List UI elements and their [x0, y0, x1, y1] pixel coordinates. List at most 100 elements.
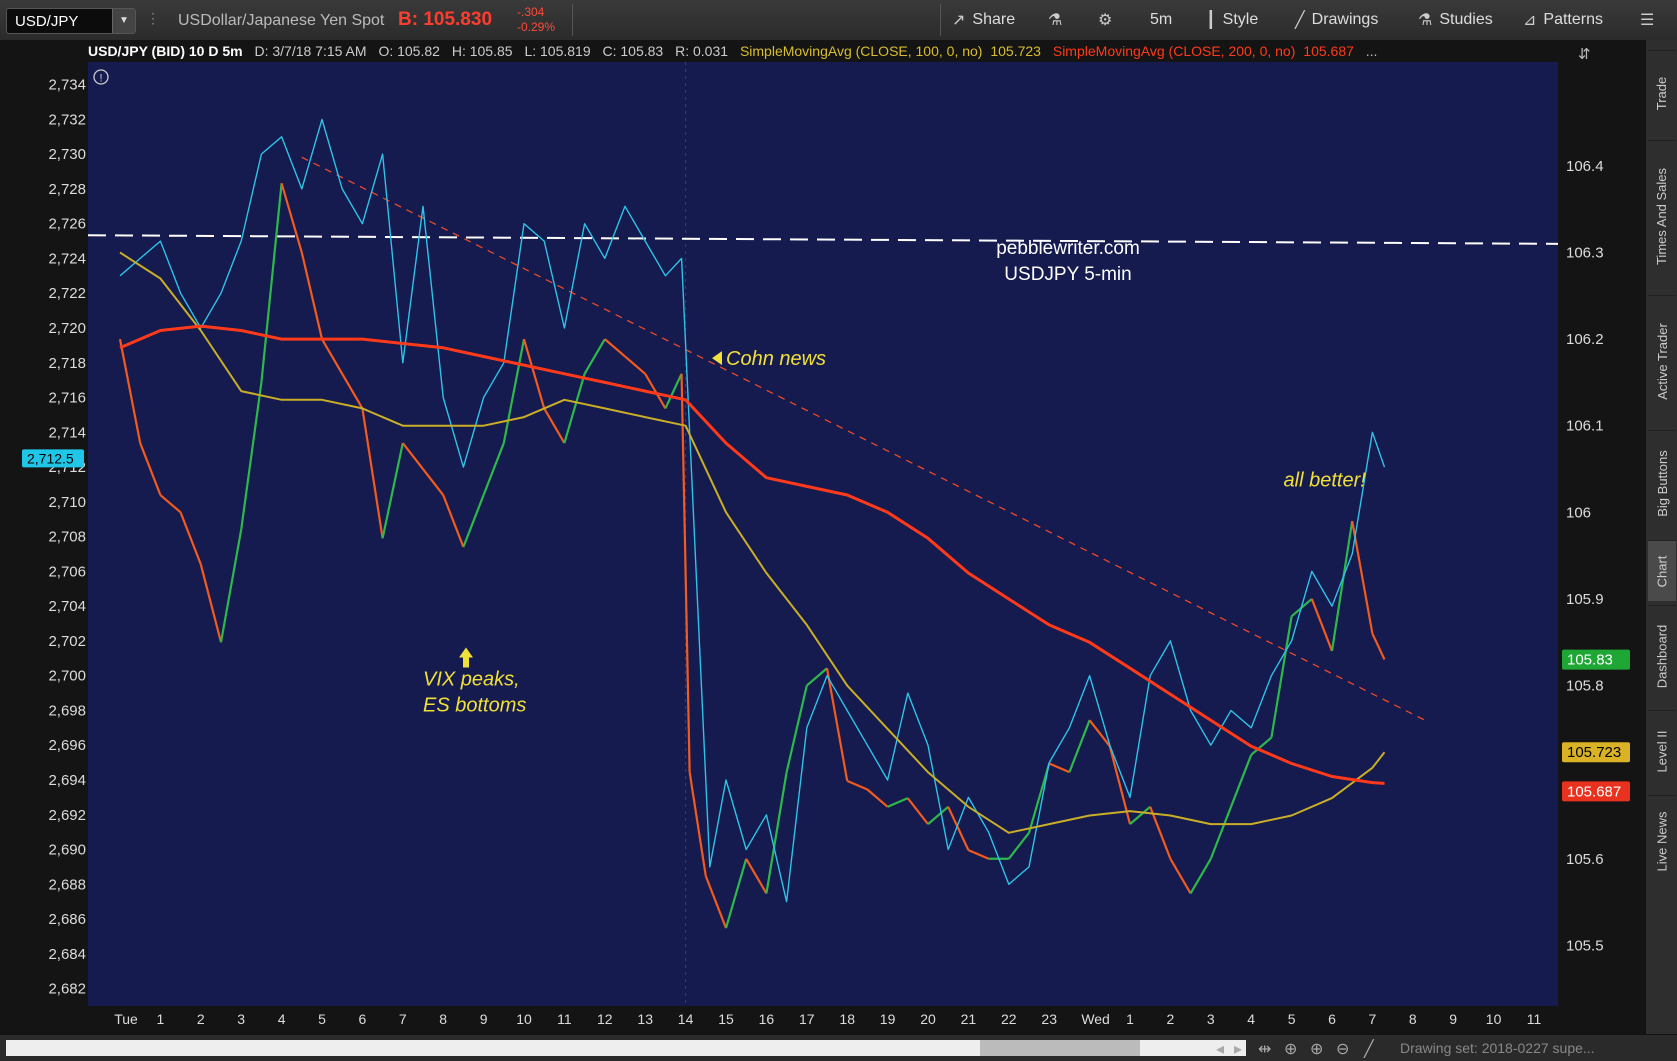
horizontal-scrollbar[interactable]	[6, 1040, 1246, 1056]
price-segment	[745, 858, 768, 894]
price-segment	[664, 373, 683, 409]
crosshair-icon[interactable]: ⊕	[1284, 1041, 1298, 1058]
price-segment	[1371, 633, 1386, 661]
right-sidebar: Trade Times And Sales Active Trader Big …	[1645, 40, 1677, 1040]
left-tick-label: 2,708	[48, 529, 86, 546]
price-segment	[563, 373, 586, 444]
x-tick-label: 8	[439, 1011, 447, 1027]
chart-title: USD/JPY (BID) 10 D 5m	[88, 43, 243, 59]
scrollbar-thumb[interactable]	[980, 1040, 1140, 1056]
left-tick-label: 2,720	[48, 320, 86, 337]
settings-button[interactable]: ⚙	[1098, 0, 1119, 40]
style-button[interactable]: ┃ Style	[1206, 0, 1258, 40]
alert-icon[interactable]	[93, 69, 109, 85]
left-tick-label: 2,706	[48, 563, 86, 580]
x-tick-label: 9	[1449, 1011, 1457, 1027]
drawings-button[interactable]: ╱ Drawings	[1295, 0, 1378, 40]
x-tick-label: 10	[1486, 1011, 1502, 1027]
symbol-selector[interactable]: USD/JPY ▼	[6, 8, 136, 34]
tab-big-buttons[interactable]: Big Buttons	[1648, 430, 1676, 536]
price-chart[interactable]: Tue 1 2 3 4 5 6 7 8 9 10 11 12 13 14 15 16 17 18 19 20 21 22 23…	[0, 40, 1645, 1034]
price-segment	[543, 407, 566, 444]
chart-header: USD/JPY (BID) 10 D 5m D: 3/7/18 7:15 AM …	[88, 40, 1385, 62]
sma100-line	[119, 251, 1386, 834]
drawing-set-label[interactable]: Drawing set: 2018-0227 supe...	[1400, 1040, 1595, 1056]
x-tick-label: 11	[1527, 1011, 1542, 1027]
price-segment	[688, 771, 707, 877]
price-segment	[381, 442, 404, 539]
menu-button[interactable]: ☰	[1640, 0, 1661, 40]
x-tick-label: 15	[718, 1011, 734, 1027]
more-studies[interactable]: ...	[1365, 43, 1378, 59]
style-label: Style	[1222, 11, 1259, 28]
price-segment	[1129, 805, 1151, 825]
price-segment	[1270, 616, 1293, 738]
price-segment	[1027, 763, 1051, 834]
scroll-right-icon[interactable]: ▸	[1234, 1041, 1243, 1058]
drawing-tool-icon[interactable]: ╱	[1364, 1041, 1374, 1058]
tab-live-news[interactable]: Live News	[1648, 795, 1676, 886]
bar-range: R: 0.031	[675, 43, 729, 59]
patterns-icon: ⊿	[1523, 12, 1537, 29]
bar-low: L: 105.819	[524, 43, 591, 59]
drawings-label: Drawings	[1311, 11, 1379, 28]
price-segment	[179, 511, 202, 565]
left-tick-label: 2,732	[48, 111, 86, 128]
patterns-button[interactable]: ⊿ Patterns	[1523, 0, 1603, 40]
tab-level-ii[interactable]: Level II	[1648, 710, 1676, 791]
price-segment	[1048, 762, 1070, 774]
expand-icon[interactable]: ⇵	[1578, 46, 1591, 63]
right-tick-label: 105.8	[1566, 678, 1604, 695]
price-segment	[644, 373, 667, 409]
drag-handle-icon[interactable]: ⋮	[146, 10, 160, 26]
zoom-out-icon[interactable]: ⊖	[1336, 1041, 1350, 1058]
price-segment	[906, 797, 929, 825]
scroll-left-icon[interactable]: ◂	[1216, 1041, 1225, 1058]
watermark-site: pebblewriter.com	[996, 238, 1140, 259]
trendline	[301, 156, 1426, 721]
price-segment	[159, 494, 182, 514]
price-segment	[680, 373, 691, 773]
price-segment	[1169, 858, 1192, 894]
x-tick-label: 5	[318, 1011, 326, 1027]
pan-icon[interactable]: ⇹	[1258, 1041, 1272, 1058]
x-tick-label: 22	[1001, 1011, 1017, 1027]
right-tick-label: 106.3	[1566, 245, 1604, 262]
right-tick-label: 106.2	[1566, 331, 1604, 348]
price-badge-text: 105.687	[1567, 783, 1621, 800]
price-change: -.304 -0.29%	[517, 5, 555, 35]
left-tick-label: 2,704	[48, 598, 86, 615]
symbol-text: USD/JPY	[15, 13, 79, 30]
right-tick-label: 105.5	[1566, 937, 1604, 954]
chevron-down-icon[interactable]: ▼	[112, 9, 135, 33]
price-segment	[341, 373, 364, 409]
price-segment	[401, 442, 424, 470]
tab-chart-label: Chart	[1654, 555, 1670, 587]
left-tick-label: 2,710	[48, 494, 86, 511]
flask-button[interactable]: ⚗	[1048, 0, 1069, 40]
bar-close: C: 105.83	[602, 43, 664, 59]
left-tick-label: 2,718	[48, 355, 86, 372]
flask-icon: ⚗	[1048, 12, 1063, 29]
x-tick-label: 10	[516, 1011, 532, 1027]
price-segment	[846, 779, 868, 791]
x-tick-label: 9	[480, 1011, 488, 1027]
tab-level-ii-label: Level II	[1654, 730, 1670, 772]
share-button[interactable]: ↗ Share	[952, 0, 1015, 40]
right-tick-label: 105.9	[1566, 591, 1604, 608]
price-segment	[1007, 832, 1030, 860]
x-tick-label: 16	[759, 1011, 775, 1027]
price-segment	[118, 338, 142, 444]
tab-times-and-sales[interactable]: Times And Sales	[1648, 140, 1676, 291]
tab-dashboard[interactable]: Dashboard	[1648, 605, 1676, 706]
zoom-in-icon[interactable]: ⊕	[1310, 1041, 1324, 1058]
price-badge-text: 105.83	[1567, 652, 1613, 669]
price-segment	[1189, 858, 1212, 894]
annotation-text: Cohn news	[726, 348, 826, 370]
tab-active-trader[interactable]: Active Trader	[1648, 295, 1676, 426]
studies-button[interactable]: ⚗ Studies	[1418, 0, 1493, 40]
tab-chart[interactable]: Chart	[1648, 540, 1676, 601]
timeframe-button[interactable]: 5m	[1150, 0, 1172, 40]
x-tick-label: 23	[1041, 1011, 1057, 1027]
tab-trade[interactable]: Trade	[1648, 50, 1676, 136]
